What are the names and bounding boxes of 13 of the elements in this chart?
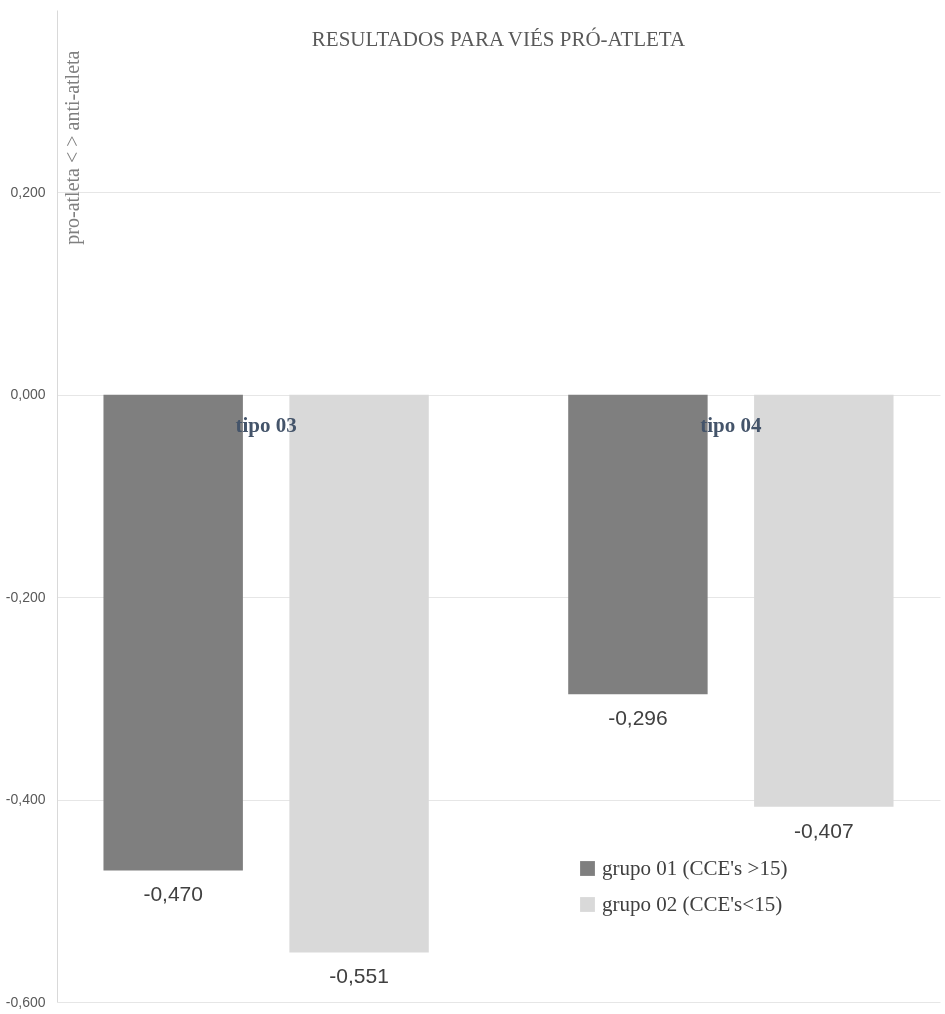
y-tick-label: -0,400 [5, 791, 46, 808]
data-label: -0,407 [794, 818, 854, 842]
legend-label: grupo 02 (CCE's<15) [602, 891, 783, 916]
y-tick-label: 0,200 [10, 183, 46, 200]
text: RESULTADOS PARA VIÉS PRÓ-ATLETA [311, 27, 686, 51]
legend-label: grupo 01 (CCE's >15) [602, 855, 788, 880]
y-axis-title: pro-atleta < > anti-atleta [60, 50, 84, 245]
y-tick-label: 0,000 [10, 386, 46, 403]
data-label: -0,470 [143, 882, 203, 906]
y-tick-label: -0,200 [5, 588, 46, 605]
data-label: -0,551 [329, 964, 389, 988]
data-label: -0,296 [608, 706, 668, 730]
y-tick-label: -0,600 [5, 993, 46, 1010]
